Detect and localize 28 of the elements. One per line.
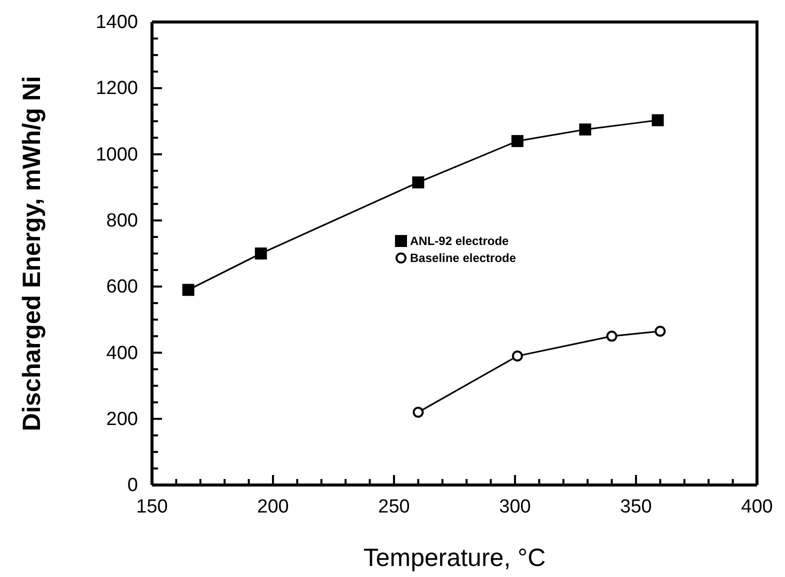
- x-tick-label: 400: [741, 496, 773, 518]
- point: [652, 114, 664, 126]
- y-tick-label: 800: [106, 210, 138, 232]
- y-axis-title: Discharged Energy, mWh/g Ni: [18, 76, 46, 432]
- x-tick-label: 350: [620, 496, 652, 518]
- point: [182, 284, 194, 296]
- point: [512, 350, 523, 362]
- x-axis-title: Temperature, °C: [363, 544, 546, 572]
- point: [606, 330, 618, 342]
- y-tick-label: 1200: [96, 78, 138, 100]
- point: [579, 123, 592, 136]
- point: [511, 135, 524, 148]
- point: [412, 176, 424, 188]
- legend-label: Baseline electrode: [410, 251, 516, 265]
- y-tick-label: 200: [106, 408, 138, 430]
- point: [654, 326, 666, 337]
- y-tick-label: 1000: [96, 144, 138, 166]
- x-tick-label: 150: [136, 496, 168, 518]
- point: [412, 406, 424, 418]
- x-tick-label: 200: [257, 496, 289, 518]
- y-tick-label: 1400: [96, 12, 138, 34]
- point: [254, 248, 267, 260]
- x-tick-label: 300: [499, 496, 531, 518]
- x-tick-label: 250: [378, 496, 410, 518]
- y-tick-label: 600: [106, 276, 138, 298]
- legend-label: ANL-92 electrode: [410, 234, 510, 248]
- y-tick-label: 400: [106, 342, 138, 364]
- y-tick-label: 0: [127, 475, 138, 496]
